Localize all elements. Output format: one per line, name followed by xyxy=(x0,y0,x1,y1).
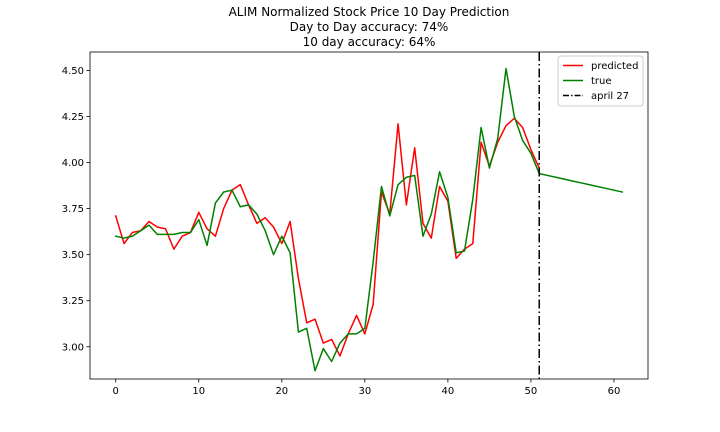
legend: predicted true april 27 xyxy=(557,55,644,107)
series-line-true xyxy=(114,67,624,372)
chart-title: ALIM Normalized Stock Price 10 Day Predi… xyxy=(229,5,510,49)
axes-frame xyxy=(89,51,649,380)
y-tick-label: 3.75 xyxy=(62,204,84,215)
x-tick-label: 40 xyxy=(442,386,455,397)
series-line-predicted xyxy=(114,117,541,357)
x-tick-label: 10 xyxy=(192,386,205,397)
chart-title-line-3: 10 day accuracy: 64% xyxy=(303,35,436,49)
legend-predicted-label: predicted xyxy=(591,61,638,72)
legend-box xyxy=(557,55,644,107)
x-tick-label: 30 xyxy=(358,386,371,397)
x-tick-label: 0 xyxy=(113,386,119,397)
y-tick-label: 3.50 xyxy=(62,250,84,261)
y-tick-label: 4.00 xyxy=(62,158,84,169)
y-tick-label: 4.25 xyxy=(62,112,84,123)
legend-true-label: true xyxy=(591,76,612,87)
x-tick-label: 60 xyxy=(608,386,621,397)
plot-area xyxy=(114,52,624,379)
axes: 0 10 20 30 40 50 60 3.00 3.25 3.50 3.75 4.00 4.25 4.5… xyxy=(62,51,649,397)
x-tick-label: 20 xyxy=(275,386,288,397)
y-tick-label: 3.00 xyxy=(62,342,84,353)
y-tick-label: 3.25 xyxy=(62,296,84,307)
chart-title-line-1: ALIM Normalized Stock Price 10 Day Predi… xyxy=(229,5,510,19)
x-tick-label: 50 xyxy=(525,386,538,397)
y-tick-label: 4.50 xyxy=(62,66,84,77)
chart-title-line-2: Day to Day accuracy: 74% xyxy=(290,20,449,34)
legend-april-27-label: april 27 xyxy=(591,91,629,102)
